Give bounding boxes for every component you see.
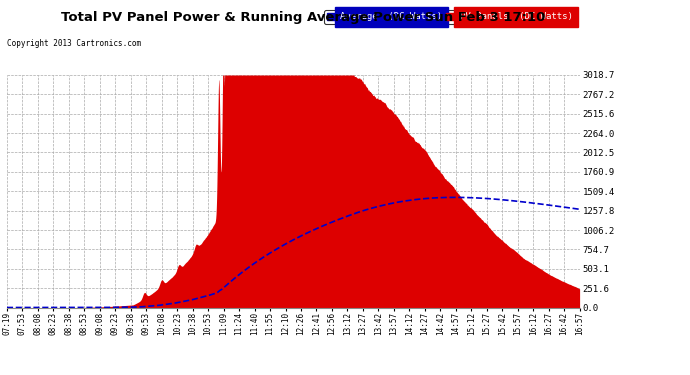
Text: Copyright 2013 Cartronics.com: Copyright 2013 Cartronics.com <box>7 39 141 48</box>
Text: Total PV Panel Power & Running Average Power Sun Feb 3 17:10: Total PV Panel Power & Running Average P… <box>61 11 546 24</box>
Legend: Average  (DC Watts), PV Panels  (DC Watts): Average (DC Watts), PV Panels (DC Watts) <box>324 10 575 24</box>
